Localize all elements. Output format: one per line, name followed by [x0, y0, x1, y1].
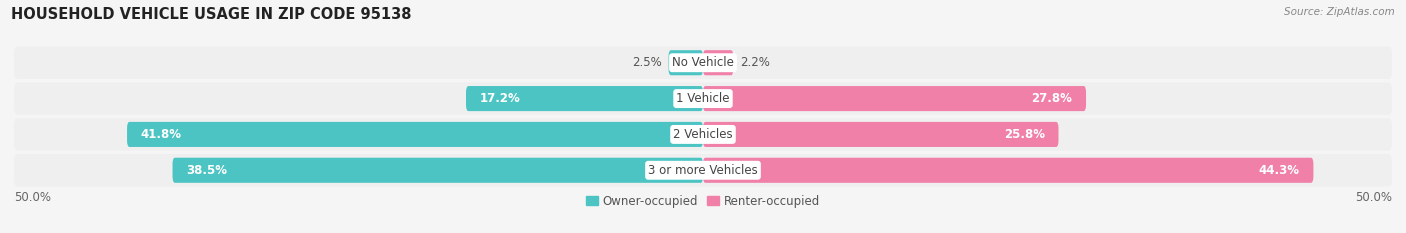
Text: 44.3%: 44.3% — [1258, 164, 1299, 177]
Text: 2 Vehicles: 2 Vehicles — [673, 128, 733, 141]
FancyBboxPatch shape — [703, 50, 734, 75]
FancyBboxPatch shape — [465, 86, 703, 111]
FancyBboxPatch shape — [14, 82, 1392, 115]
FancyBboxPatch shape — [14, 47, 1392, 79]
Text: 38.5%: 38.5% — [186, 164, 228, 177]
Text: 17.2%: 17.2% — [479, 92, 520, 105]
FancyBboxPatch shape — [703, 122, 1059, 147]
Text: 1 Vehicle: 1 Vehicle — [676, 92, 730, 105]
Text: 41.8%: 41.8% — [141, 128, 181, 141]
Text: 27.8%: 27.8% — [1032, 92, 1073, 105]
FancyBboxPatch shape — [14, 118, 1392, 151]
FancyBboxPatch shape — [14, 154, 1392, 186]
Text: No Vehicle: No Vehicle — [672, 56, 734, 69]
Text: 2.2%: 2.2% — [740, 56, 770, 69]
Text: 50.0%: 50.0% — [1355, 191, 1392, 204]
FancyBboxPatch shape — [703, 86, 1085, 111]
FancyBboxPatch shape — [703, 158, 1313, 183]
FancyBboxPatch shape — [173, 158, 703, 183]
Text: 25.8%: 25.8% — [1004, 128, 1045, 141]
Text: 2.5%: 2.5% — [631, 56, 662, 69]
Text: 3 or more Vehicles: 3 or more Vehicles — [648, 164, 758, 177]
Text: 50.0%: 50.0% — [14, 191, 51, 204]
FancyBboxPatch shape — [669, 50, 703, 75]
Text: HOUSEHOLD VEHICLE USAGE IN ZIP CODE 95138: HOUSEHOLD VEHICLE USAGE IN ZIP CODE 9513… — [11, 7, 412, 22]
Legend: Owner-occupied, Renter-occupied: Owner-occupied, Renter-occupied — [586, 195, 820, 208]
FancyBboxPatch shape — [127, 122, 703, 147]
Text: Source: ZipAtlas.com: Source: ZipAtlas.com — [1284, 7, 1395, 17]
